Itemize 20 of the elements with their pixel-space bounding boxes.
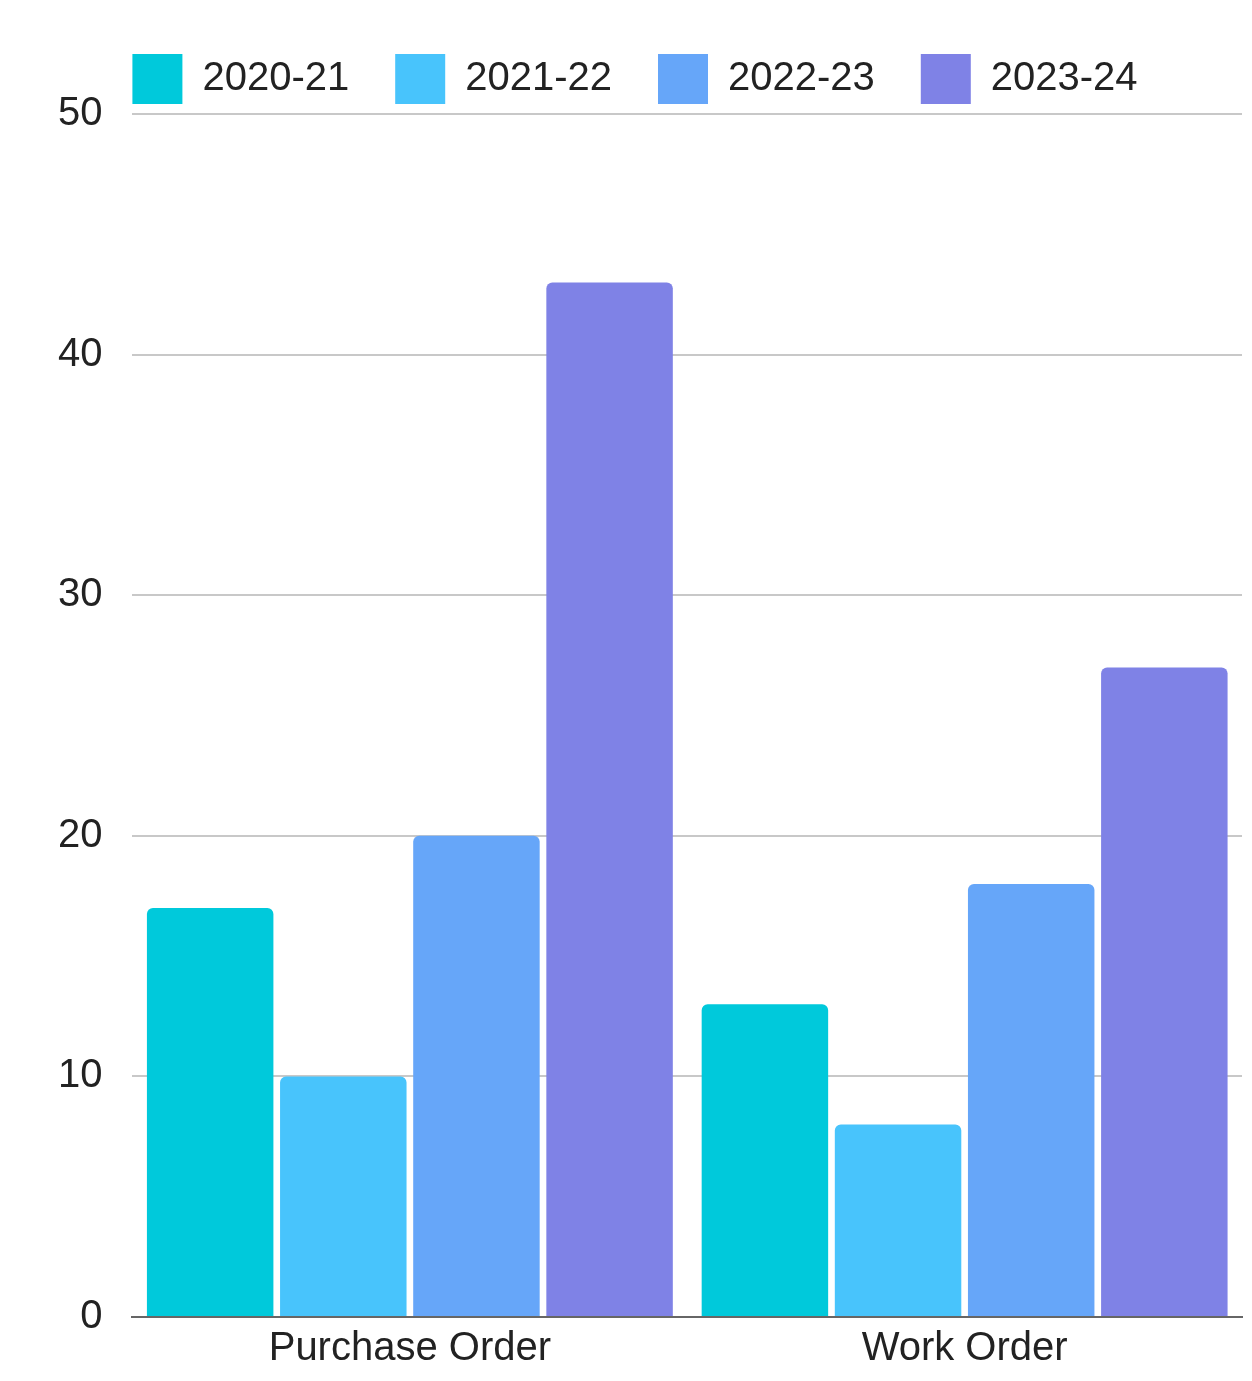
bar xyxy=(834,1124,962,1316)
y-tick-label: 10 xyxy=(57,1051,103,1096)
bar xyxy=(1101,667,1228,1316)
y-tick-label: 20 xyxy=(57,810,103,855)
bar xyxy=(701,1004,829,1316)
legend-label: 2022-23 xyxy=(728,54,875,99)
bar xyxy=(146,907,274,1316)
y-tick-label: 50 xyxy=(57,89,103,134)
x-tick-label: Work Order xyxy=(861,1324,1068,1369)
y-tick-label: 0 xyxy=(80,1292,103,1337)
legend-label: 2021-22 xyxy=(465,54,612,99)
bar xyxy=(413,835,540,1316)
bar xyxy=(280,1076,407,1316)
bar xyxy=(967,883,1095,1316)
bar xyxy=(546,282,673,1316)
x-tick-label: Purchase Order xyxy=(268,1324,552,1369)
legend-label: 2023-24 xyxy=(990,54,1138,99)
y-tick-label: 30 xyxy=(57,570,103,615)
legend-label: 2020-21 xyxy=(202,54,350,99)
y-tick-label: 40 xyxy=(57,329,103,374)
